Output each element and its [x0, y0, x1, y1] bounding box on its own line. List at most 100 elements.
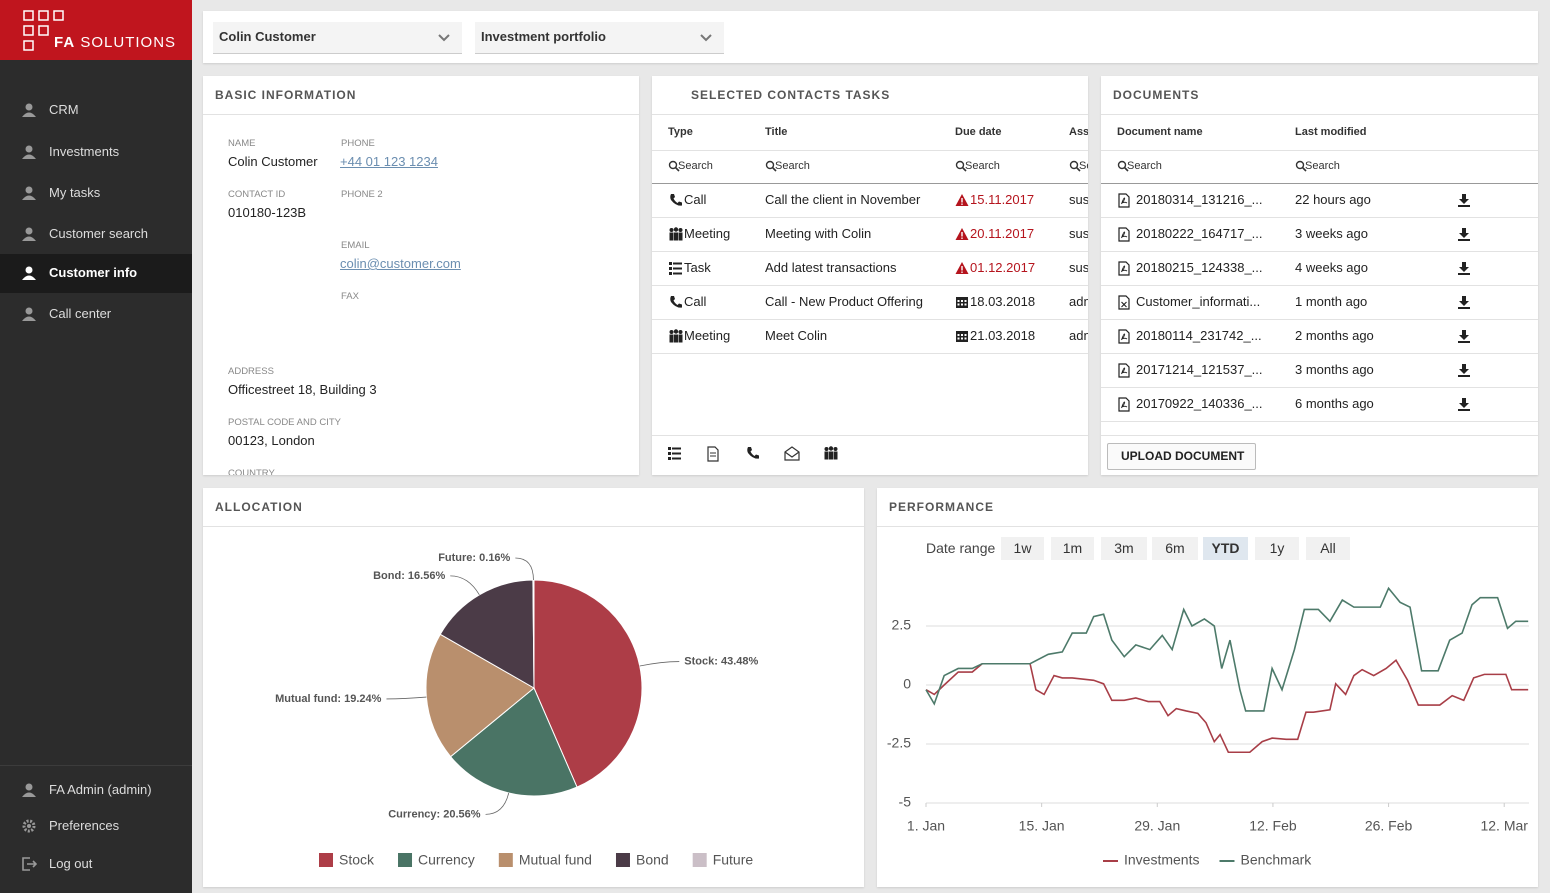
search-icon	[1069, 160, 1081, 172]
nav-item[interactable]: Call center	[49, 306, 112, 321]
nav-item[interactable]: Customer search	[49, 226, 148, 241]
document-name[interactable]: 20171214_121537_...	[1136, 362, 1263, 377]
task-assignee: sus	[1069, 226, 1088, 241]
nav-icon	[22, 103, 36, 117]
column-header[interactable]: Assi	[1069, 126, 1088, 138]
download-button[interactable]	[1457, 193, 1471, 208]
nav-item[interactable]: My tasks	[49, 185, 101, 200]
search-field[interactable]: Search	[1305, 160, 1340, 172]
range-button[interactable]: 6m	[1152, 537, 1198, 560]
column-header[interactable]: Title	[765, 126, 788, 138]
user-menu-item[interactable]: Log out	[49, 856, 93, 871]
range-button[interactable]: All	[1306, 537, 1350, 560]
document-modified: 22 hours ago	[1295, 192, 1371, 207]
task-title[interactable]: Add latest transactions	[765, 260, 897, 275]
document-icon	[1118, 192, 1130, 208]
download-button[interactable]	[1457, 397, 1471, 412]
task-title[interactable]: Call the client in November	[765, 192, 921, 207]
task-title[interactable]: Meeting with Colin	[765, 226, 872, 241]
basic-information-card: BASIC INFORMATION NAME Colin Customer PHONE…	[203, 76, 639, 475]
download-button[interactable]	[1457, 295, 1471, 310]
divider	[652, 217, 1088, 218]
divider	[1101, 353, 1538, 354]
download-button[interactable]	[1457, 261, 1471, 276]
field-value: Colin Customer	[228, 154, 318, 169]
date-range-label: Date range	[926, 540, 996, 556]
download-button[interactable]	[1457, 227, 1471, 242]
range-button[interactable]: 1w	[1001, 537, 1044, 560]
task-due: 15.11.2017	[970, 192, 1035, 207]
type-icon	[670, 295, 682, 308]
range-button[interactable]: 1m	[1051, 537, 1094, 560]
selector-label[interactable]: Investment portfolio	[481, 29, 606, 44]
nav-icon	[22, 266, 36, 280]
divider	[652, 251, 1088, 252]
toolbar-button	[747, 447, 759, 459]
range-button[interactable]: YTD	[1203, 537, 1248, 560]
field-value[interactable]: +44 01 123 1234	[340, 154, 438, 169]
nav-item[interactable]: Investments	[49, 144, 120, 159]
field-label: ADDRESS	[228, 366, 274, 377]
document-name[interactable]: 20180215_124338_...	[1136, 260, 1263, 275]
selector-label[interactable]: Colin Customer	[219, 29, 316, 44]
toolbar-button	[707, 446, 719, 462]
document-name[interactable]: 20180114_231742_...	[1136, 328, 1262, 343]
overdue-icon	[955, 228, 969, 240]
document-name[interactable]: Customer_informati...	[1136, 294, 1261, 309]
calendar-icon	[956, 297, 968, 308]
divider	[652, 183, 1088, 184]
document-modified: 3 weeks ago	[1295, 226, 1368, 241]
range-button[interactable]: 1y	[1255, 537, 1299, 560]
task-type: Meeting	[684, 226, 731, 241]
search-field[interactable]: Search	[965, 160, 1000, 172]
task-title[interactable]: Meet Colin	[765, 328, 828, 343]
document-icon	[1118, 294, 1130, 310]
type-icon	[669, 261, 682, 275]
divider	[1101, 251, 1538, 252]
selector[interactable]	[475, 22, 724, 54]
range-button[interactable]: 3m	[1101, 537, 1147, 560]
document-modified: 2 months ago	[1295, 328, 1374, 343]
search-field[interactable]: Search	[1127, 160, 1162, 172]
search-field[interactable]: Search	[775, 160, 810, 172]
document-icon	[1118, 260, 1130, 276]
upload-button[interactable]	[1107, 443, 1256, 470]
document-icon	[1118, 362, 1130, 378]
sidebar-divider	[0, 765, 192, 766]
field-value[interactable]: colin@customer.com	[340, 256, 461, 271]
document-name[interactable]: 20180314_131216_...	[1136, 192, 1263, 207]
document-name[interactable]: 20180222_164717_...	[1136, 226, 1263, 241]
document-modified: 6 months ago	[1295, 396, 1374, 411]
user-menu-item[interactable]: Preferences	[49, 818, 120, 833]
selector[interactable]	[213, 22, 462, 54]
task-assignee: sus	[1069, 260, 1088, 275]
document-name[interactable]: 20170922_140336_...	[1136, 396, 1263, 411]
column-header[interactable]: Due date	[955, 126, 1002, 138]
column-header[interactable]: Type	[668, 126, 693, 138]
overdue-icon	[955, 194, 969, 206]
task-title[interactable]: Call - New Product Offering	[765, 294, 923, 309]
field-value: 010180-123B	[228, 205, 307, 220]
menu-icon	[22, 857, 37, 871]
column-header[interactable]: Document name	[1117, 126, 1203, 138]
task-due: 01.12.2017	[970, 260, 1036, 275]
download-button[interactable]	[1457, 329, 1471, 344]
field-label: COUNTRY	[228, 468, 275, 475]
logo-area[interactable]: FA SOLUTIONS	[0, 0, 192, 60]
type-icon	[669, 328, 683, 342]
search-field[interactable]: Search	[678, 160, 713, 172]
document-icon	[1118, 396, 1130, 412]
field-label: POSTAL CODE AND CITY	[228, 417, 341, 428]
download-button[interactable]	[1457, 363, 1471, 378]
nav-item[interactable]: Customer info	[49, 265, 138, 280]
upload-button-label[interactable]: UPLOAD DOCUMENT	[1121, 449, 1245, 463]
chevron	[700, 34, 712, 42]
logo-bold: FA	[54, 34, 76, 51]
column-header[interactable]: Last modified	[1295, 126, 1367, 138]
document-modified: 3 months ago	[1295, 362, 1374, 377]
logo-word: SOLUTIONS	[80, 34, 177, 51]
nav-item[interactable]: CRM	[49, 102, 79, 117]
search-icon	[955, 160, 967, 172]
user-menu-item[interactable]: FA Admin (admin)	[49, 782, 152, 797]
search-field[interactable]: Search	[1079, 160, 1088, 172]
